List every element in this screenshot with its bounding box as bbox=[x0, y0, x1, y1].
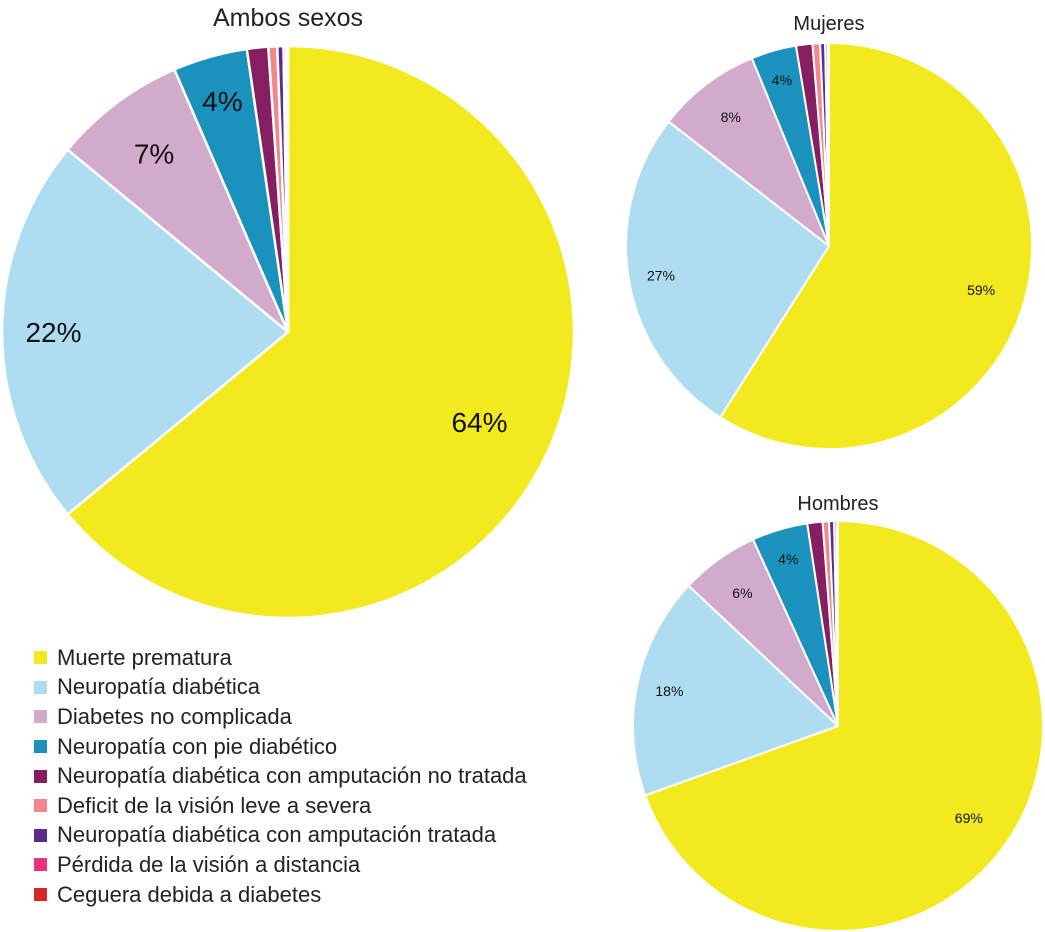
pie-slice bbox=[835, 519, 839, 727]
pie-slice bbox=[632, 584, 839, 797]
legend-item: Pérdida de la visión a distancia bbox=[34, 850, 614, 880]
pie-slice bbox=[667, 57, 830, 247]
legend-swatch bbox=[34, 828, 47, 842]
legend-swatch bbox=[34, 858, 47, 872]
legend-item: Muerte prematura bbox=[34, 643, 614, 673]
slice-label: 64% bbox=[451, 407, 507, 438]
pie-slice bbox=[66, 68, 290, 334]
legend-item: Neuropatía diabética bbox=[34, 673, 614, 703]
pie-chart-2: Hombres 69% 18% 6% 4% bbox=[632, 493, 1044, 932]
legend-label: Neuropatía diabética bbox=[57, 674, 261, 700]
legend: Muerte prematura Neuropatía diabética Diab… bbox=[34, 643, 614, 909]
pie-title: Ambos sexos bbox=[213, 4, 363, 32]
legend-item: Neuropatía diabética con amputación no t… bbox=[34, 761, 614, 791]
slice-label: 69% bbox=[955, 810, 983, 826]
legend-swatch bbox=[34, 799, 47, 813]
slice-label: 27% bbox=[647, 267, 675, 283]
legend-label: Neuropatía diabética con amputación no t… bbox=[57, 763, 527, 789]
slice-label: 59% bbox=[967, 282, 995, 298]
pie-slice bbox=[625, 120, 830, 419]
legend-label: Pérdida de la visión a distancia bbox=[57, 851, 361, 877]
slice-label: 22% bbox=[25, 317, 81, 348]
legend-label: Diabetes no complicada bbox=[57, 703, 292, 729]
slice-label: 18% bbox=[655, 683, 683, 699]
legend-item: Deficit de la visión leve a severa bbox=[34, 791, 614, 821]
pie-chart-1: Mujeres 59% 27% 8% 4% bbox=[625, 13, 1033, 450]
pie-slice bbox=[284, 44, 290, 334]
legend-label: Ceguera debida a diabetes bbox=[57, 881, 322, 907]
legend-item: Neuropatía con pie diabético bbox=[34, 732, 614, 762]
legend-label: Muerte prematura bbox=[57, 644, 232, 670]
slice-label: 4% bbox=[778, 551, 798, 567]
slice-label: 4% bbox=[772, 72, 792, 88]
legend-swatch bbox=[34, 710, 47, 724]
legend-swatch bbox=[34, 651, 47, 665]
legend-label: Neuropatía diabética con amputación trat… bbox=[57, 822, 497, 848]
legend-item: Ceguera debida a diabetes bbox=[34, 880, 614, 910]
pie-slice bbox=[66, 44, 576, 620]
pie-slice bbox=[826, 41, 830, 247]
legend-item: Diabetes no complicada bbox=[34, 702, 614, 732]
pie-title: Hombres bbox=[797, 493, 878, 515]
pie-slice bbox=[719, 42, 1033, 450]
slice-label: 7% bbox=[134, 139, 174, 170]
pie-slice bbox=[0, 148, 290, 516]
legend-swatch bbox=[34, 740, 47, 754]
legend-label: Neuropatía con pie diabético bbox=[57, 733, 338, 759]
pie-chart-0: Ambos sexos 64% 22% 7% 4% bbox=[0, 4, 576, 620]
pie-title: Mujeres bbox=[793, 13, 864, 35]
legend-swatch bbox=[34, 680, 47, 694]
legend-item: Neuropatía diabética con amputación trat… bbox=[34, 821, 614, 851]
slice-label: 8% bbox=[721, 109, 741, 125]
legend-swatch bbox=[34, 888, 47, 902]
legend-label: Deficit de la visión leve a severa bbox=[57, 792, 372, 818]
legend-swatch bbox=[34, 769, 47, 783]
slice-label: 6% bbox=[732, 585, 752, 601]
slice-label: 4% bbox=[202, 86, 242, 117]
pie-slice bbox=[644, 520, 1044, 932]
